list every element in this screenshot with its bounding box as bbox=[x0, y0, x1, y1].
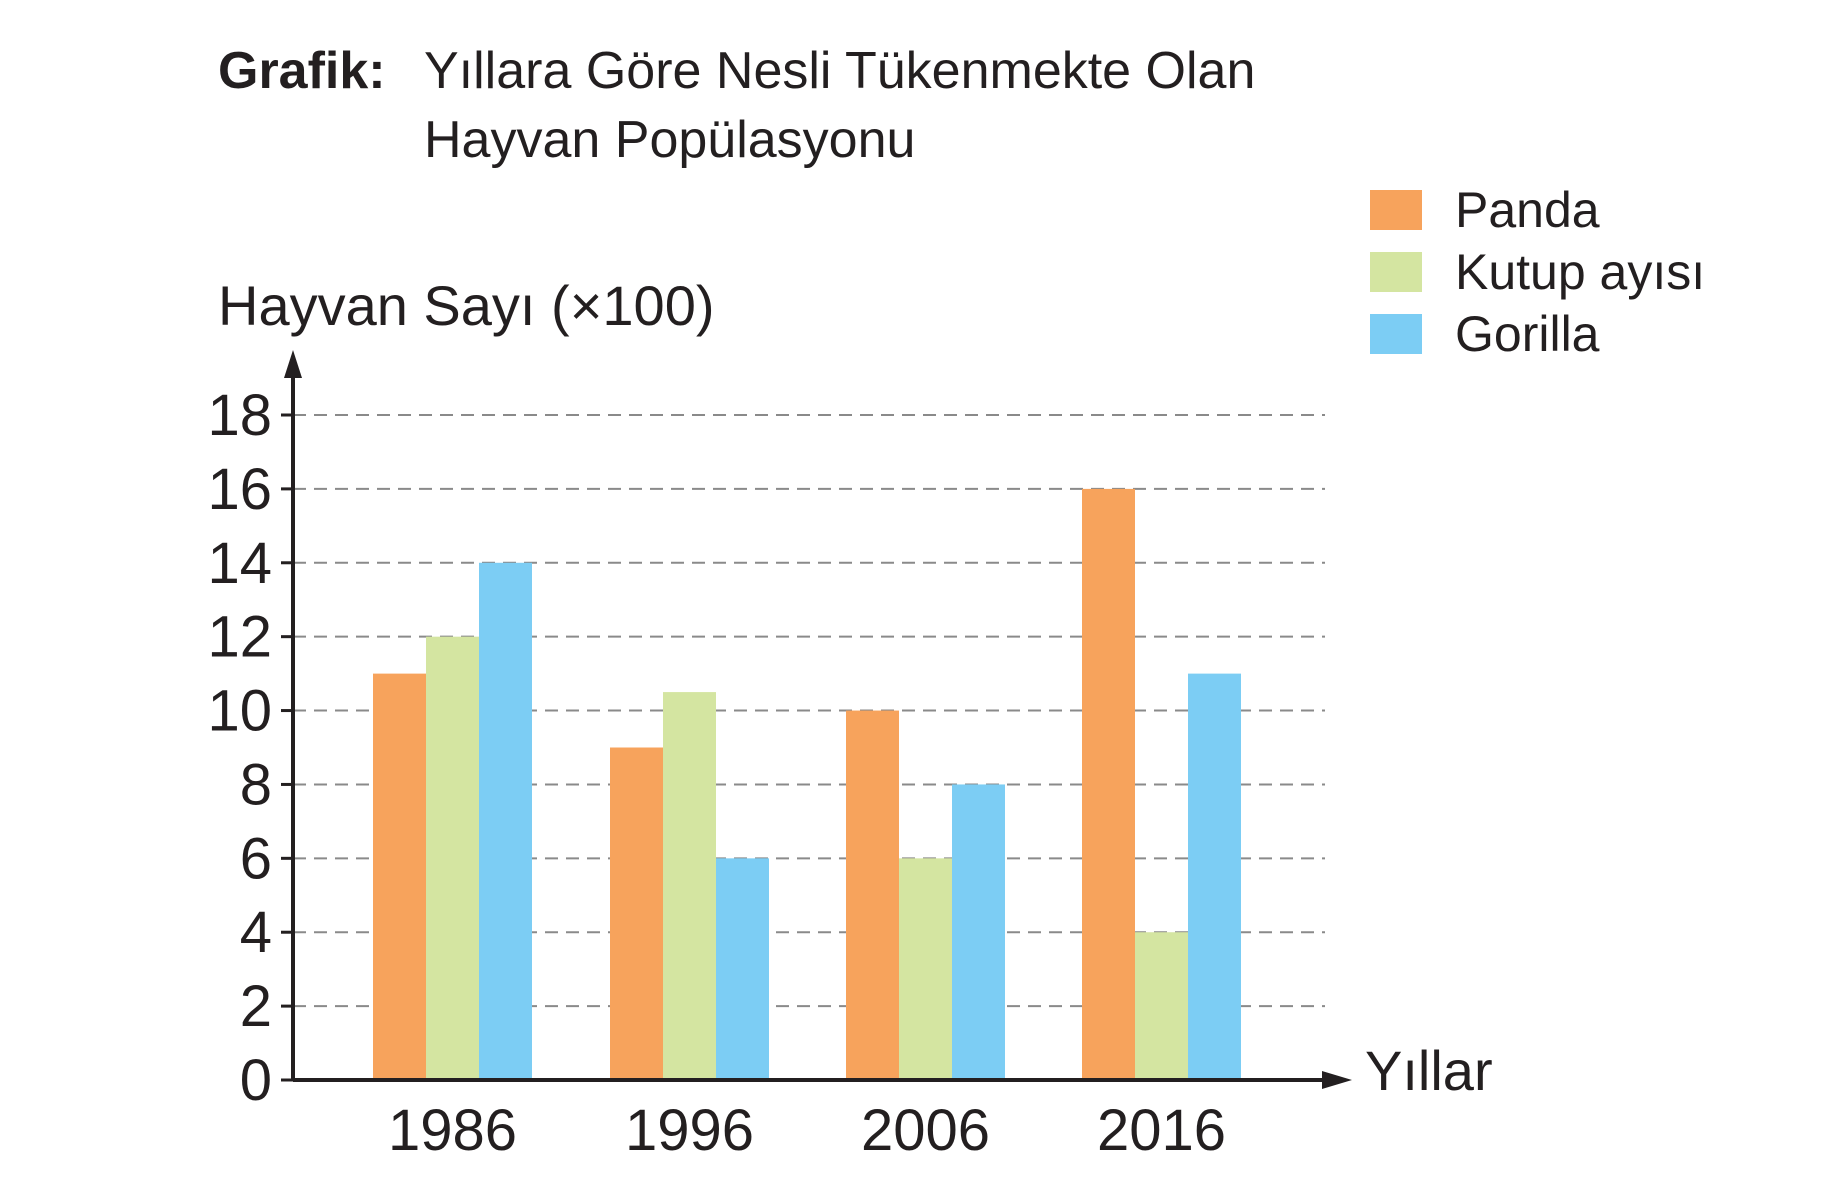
x-tick-label-2016: 2016 bbox=[1097, 1098, 1226, 1163]
x-tick-label-1986: 1986 bbox=[388, 1098, 517, 1163]
x-axis-arrow bbox=[1322, 1071, 1352, 1089]
y-tick-label: 16 bbox=[207, 457, 272, 522]
legend-label-gorilla: Gorilla bbox=[1455, 306, 1600, 362]
y-axis-label: Hayvan Sayı (×100) bbox=[218, 274, 714, 337]
x-tick-label-1996: 1996 bbox=[625, 1098, 754, 1163]
chart-title-line2: Hayvan Popülasyonu bbox=[424, 111, 915, 169]
y-tick-label: 8 bbox=[240, 752, 272, 817]
y-tick-label: 14 bbox=[207, 531, 272, 596]
bar-kutup-ayısı-1996 bbox=[663, 692, 716, 1080]
legend-label-kutup-ayısı: Kutup ayısı bbox=[1455, 244, 1705, 300]
chart-title: Grafik: Yıllara Göre Nesli Tükenmekte Ol… bbox=[218, 42, 1255, 169]
legend-swatch-gorilla bbox=[1370, 314, 1422, 354]
y-tick-label: 10 bbox=[207, 679, 272, 744]
bar-gorilla-2016 bbox=[1188, 673, 1241, 1080]
bar-panda-1996 bbox=[610, 747, 663, 1080]
x-axis-label: Yıllar bbox=[1365, 1039, 1493, 1102]
axes bbox=[284, 350, 1352, 1089]
y-tick-label: 2 bbox=[240, 974, 272, 1039]
bar-panda-2006 bbox=[846, 710, 899, 1080]
legend: Panda Kutup ayısı Gorilla bbox=[1370, 182, 1705, 362]
y-axis-arrow bbox=[284, 350, 302, 378]
bar-panda-1986 bbox=[373, 673, 426, 1080]
y-tick-label: 6 bbox=[240, 826, 272, 891]
x-tick-labels: 1986 1996 2006 2016 bbox=[388, 1098, 1226, 1163]
y-tick-labels: 0 2 4 6 8 10 12 14 16 18 bbox=[207, 383, 272, 1113]
bar-gorilla-2006 bbox=[952, 784, 1005, 1080]
bar-gorilla-1996 bbox=[716, 858, 769, 1080]
y-tick-label: 4 bbox=[240, 900, 272, 965]
bar-panda-2016 bbox=[1082, 488, 1135, 1080]
y-tick-label: 12 bbox=[207, 605, 272, 670]
x-tick-label-2006: 2006 bbox=[861, 1098, 990, 1163]
legend-label-panda: Panda bbox=[1455, 182, 1600, 238]
y-tick-label: 0 bbox=[240, 1048, 272, 1113]
bar-kutup-ayısı-1986 bbox=[426, 636, 479, 1080]
bar-kutup-ayısı-2006 bbox=[899, 858, 952, 1080]
y-tick-label: 18 bbox=[207, 383, 272, 448]
chart-title-prefix: Grafik: bbox=[218, 42, 386, 100]
legend-swatch-kutup-ayısı bbox=[1370, 252, 1422, 292]
bar-gorilla-1986 bbox=[479, 562, 532, 1080]
chart-title-line1: Yıllara Göre Nesli Tükenmekte Olan bbox=[424, 42, 1255, 100]
bar-kutup-ayısı-2016 bbox=[1135, 932, 1188, 1080]
legend-swatch-panda bbox=[1370, 190, 1422, 230]
bars bbox=[373, 488, 1241, 1080]
